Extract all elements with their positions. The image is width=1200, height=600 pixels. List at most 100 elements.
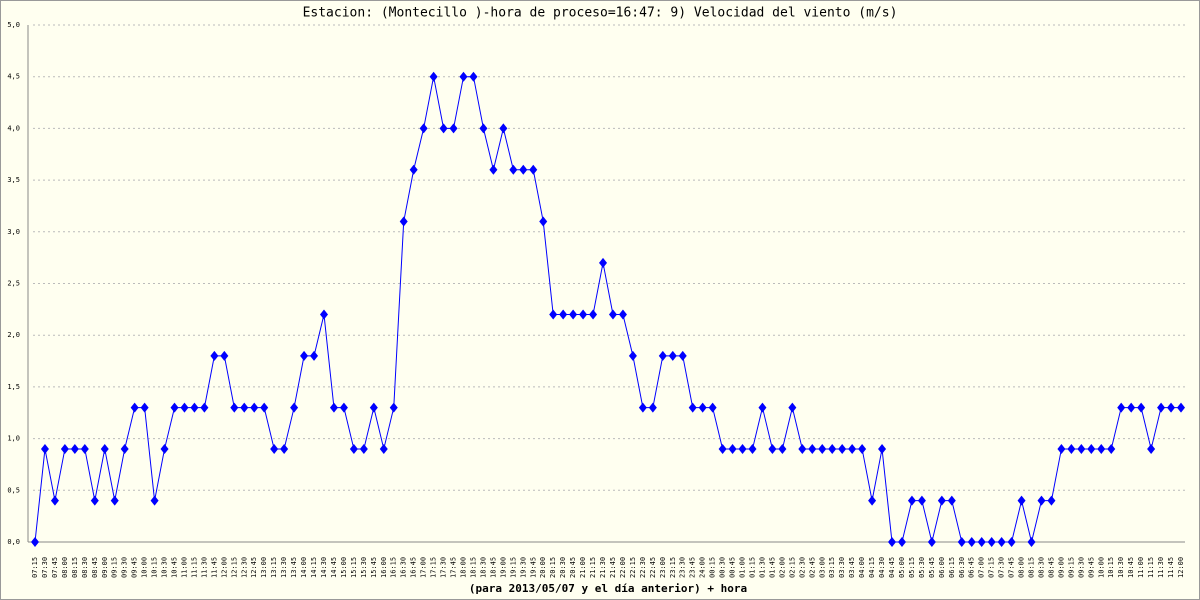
point-marker [1177,402,1185,413]
point-marker [90,495,99,506]
point-marker [618,309,627,320]
x-tick-label: 22:15 [629,557,637,578]
point-marker [957,537,966,547]
x-tick-label: 13:00 [260,557,268,578]
x-tick-label: 17:00 [420,557,428,578]
point-marker [1127,402,1136,413]
point-marker [977,537,986,547]
point-marker [638,402,647,413]
x-tick-label: 12:15 [230,557,238,578]
point-marker [608,309,617,320]
point-marker [1167,402,1176,413]
point-marker [329,402,338,413]
x-tick-label: 23:00 [659,557,667,578]
x-tick-label: 06:00 [938,557,946,578]
x-tick-label: 10:45 [1127,557,1135,578]
x-tick-label: 00:45 [729,557,737,578]
point-marker [788,402,797,413]
point-marker [1057,443,1066,454]
x-tick-label: 00:30 [719,557,727,578]
y-tick-label: 0,0 [7,538,20,546]
point-marker [808,443,817,454]
point-marker [858,443,867,454]
point-marker [160,443,169,454]
point-marker [728,443,737,454]
point-marker [579,309,588,320]
x-tick-label: 18:30 [479,557,487,578]
point-marker [678,350,687,361]
x-tick-label: 10:15 [151,557,159,578]
x-tick-label: 08:30 [1037,557,1045,578]
x-tick-label: 03:30 [838,557,846,578]
point-marker [1007,537,1016,547]
x-tick-label: 11:30 [1157,557,1165,578]
y-tick-label: 2,0 [7,331,20,339]
x-tick-label: 23:45 [689,557,697,578]
y-tick-label: 4,0 [7,124,20,132]
point-marker [708,402,717,413]
x-tick-label: 15:00 [340,557,348,578]
x-tick-label: 01:45 [768,557,776,578]
point-marker [110,495,119,506]
point-marker [549,309,558,320]
point-marker [1097,443,1106,454]
y-tick-label: 5,0 [7,21,20,29]
point-marker [50,495,59,506]
point-marker [947,495,956,506]
x-tick-label: 20:00 [539,557,547,578]
point-marker [240,402,249,413]
point-marker [310,350,319,361]
x-tick-label: 18:45 [489,557,497,578]
point-marker [668,350,677,361]
point-marker [120,443,129,454]
y-tick-label: 2,5 [7,280,20,288]
x-tick-label: 05:30 [918,557,926,578]
point-marker [250,402,259,413]
point-marker [718,443,727,454]
point-marker [927,537,936,547]
x-tick-label: 22:30 [639,557,647,578]
point-marker [848,443,857,454]
point-marker [369,402,378,413]
x-tick-label: 01:00 [739,557,747,578]
point-marker [658,350,667,361]
x-tick-label: 03:15 [828,557,836,578]
point-marker [439,123,448,134]
point-marker [100,443,109,454]
x-tick-label: 04:30 [878,557,886,578]
x-tick-label: 02:15 [788,557,796,578]
point-marker [479,123,488,134]
point-marker [897,537,906,547]
point-marker [878,443,887,454]
x-tick-label: 11:00 [1137,557,1145,578]
x-tick-label: 07:30 [998,557,1006,578]
x-tick-label: 06:15 [948,557,956,578]
x-tick-label: 17:45 [450,557,458,578]
x-tick-label: 20:15 [549,557,557,578]
point-marker [200,402,209,413]
point-marker [220,350,229,361]
point-marker [1157,402,1166,413]
point-marker [1067,443,1076,454]
point-marker [1077,443,1086,454]
point-marker [459,71,468,82]
x-tick-label: 03:45 [848,557,856,578]
x-tick-label: 09:15 [111,557,119,578]
x-tick-label: 24:00 [699,557,707,578]
x-tick-label: 21:45 [609,557,617,578]
x-tick-label: 16:30 [400,557,408,578]
x-tick-label: 10:30 [1117,557,1125,578]
x-tick-label: 07:15 [31,557,39,578]
point-marker [190,402,199,413]
y-tick-label: 0,5 [7,486,20,494]
x-tick-label: 13:45 [290,557,298,578]
x-tick-label: 12:00 [220,557,228,578]
x-tick-label: 08:15 [1028,557,1036,578]
y-tick-label: 4,5 [7,73,20,81]
x-tick-label: 14:30 [320,557,328,578]
x-tick-label: 05:45 [928,557,936,578]
x-tick-label: 09:45 [131,557,139,578]
point-marker [738,443,747,454]
point-marker [907,495,916,506]
